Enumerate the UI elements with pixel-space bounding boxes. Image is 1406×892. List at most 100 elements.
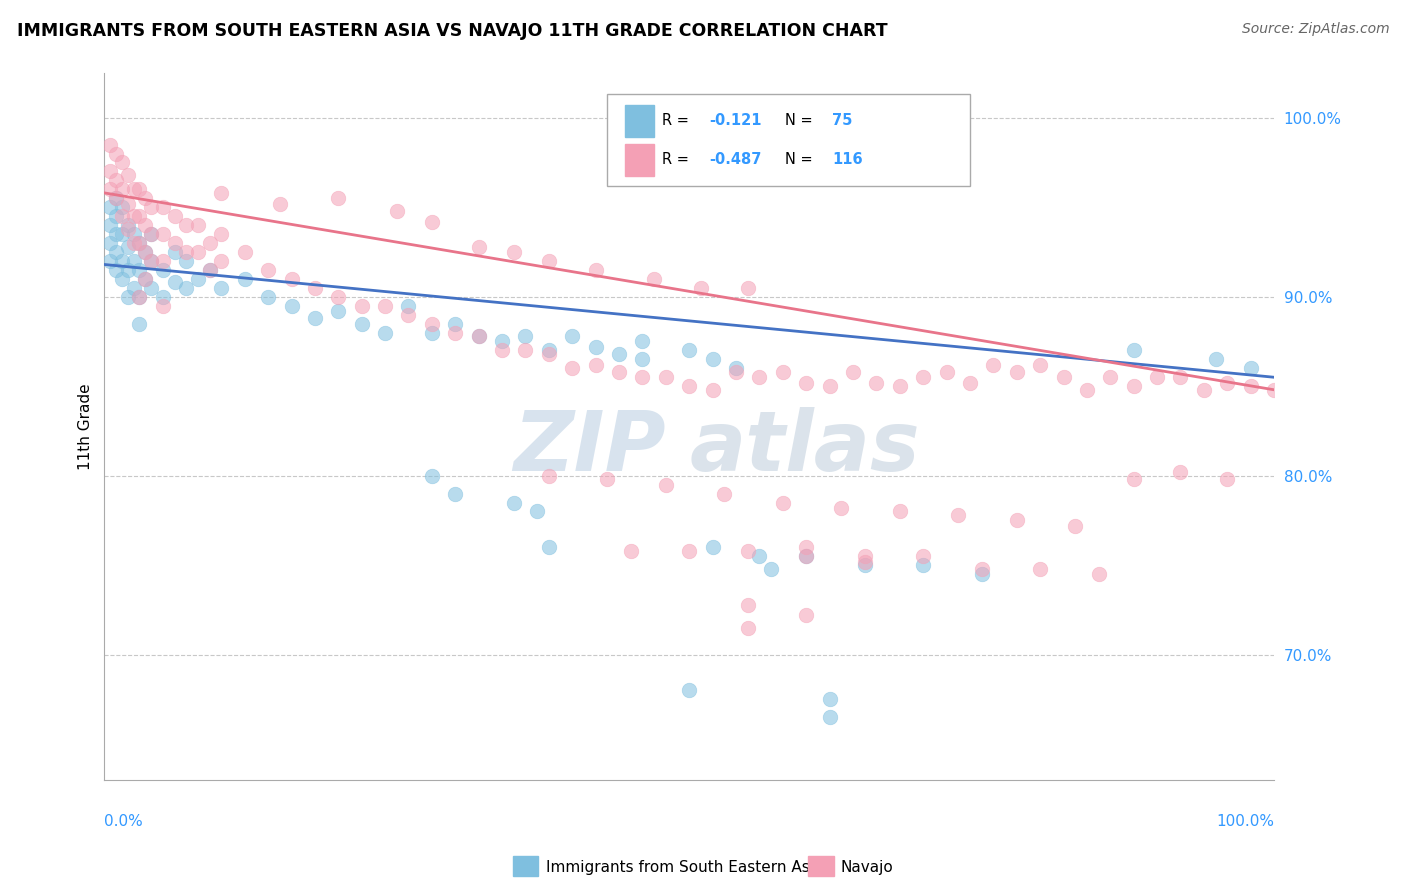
- Text: IMMIGRANTS FROM SOUTH EASTERN ASIA VS NAVAJO 11TH GRADE CORRELATION CHART: IMMIGRANTS FROM SOUTH EASTERN ASIA VS NA…: [17, 22, 887, 40]
- Point: [607, 365, 630, 379]
- Point: [187, 218, 209, 232]
- Point: [1122, 472, 1144, 486]
- Point: [1170, 465, 1192, 479]
- Point: [111, 209, 134, 223]
- Point: [163, 276, 186, 290]
- FancyBboxPatch shape: [624, 144, 654, 176]
- Point: [117, 168, 139, 182]
- Point: [128, 290, 150, 304]
- FancyBboxPatch shape: [624, 105, 654, 136]
- Point: [515, 343, 537, 358]
- Point: [128, 263, 150, 277]
- Point: [128, 209, 150, 223]
- Point: [117, 290, 139, 304]
- Point: [912, 549, 935, 564]
- Point: [607, 347, 630, 361]
- Point: [117, 239, 139, 253]
- Point: [1099, 370, 1122, 384]
- Point: [398, 299, 420, 313]
- Point: [1029, 358, 1052, 372]
- Point: [772, 365, 794, 379]
- Point: [105, 191, 128, 205]
- Point: [515, 329, 537, 343]
- Point: [713, 486, 735, 500]
- Point: [420, 326, 443, 340]
- Point: [98, 164, 121, 178]
- Point: [105, 227, 128, 241]
- Point: [328, 290, 350, 304]
- Point: [134, 191, 156, 205]
- Point: [198, 235, 221, 250]
- Point: [444, 317, 467, 331]
- Point: [1087, 567, 1109, 582]
- Point: [122, 254, 145, 268]
- Point: [98, 218, 121, 232]
- Point: [678, 683, 700, 698]
- Point: [233, 244, 256, 259]
- Point: [111, 182, 134, 196]
- Point: [561, 361, 583, 376]
- Point: [853, 555, 876, 569]
- Point: [128, 290, 150, 304]
- Point: [759, 562, 782, 576]
- Point: [198, 263, 221, 277]
- Point: [328, 304, 350, 318]
- Point: [328, 191, 350, 205]
- Point: [152, 200, 174, 214]
- Point: [502, 495, 524, 509]
- Point: [1005, 513, 1028, 527]
- Point: [117, 263, 139, 277]
- Point: [935, 365, 957, 379]
- Point: [678, 379, 700, 393]
- Point: [280, 272, 302, 286]
- Point: [1146, 370, 1168, 384]
- Point: [105, 191, 128, 205]
- Text: Navajo: Navajo: [841, 861, 894, 875]
- Point: [163, 235, 186, 250]
- Point: [1005, 365, 1028, 379]
- Point: [141, 200, 163, 214]
- Text: 75: 75: [832, 113, 852, 128]
- Point: [537, 343, 560, 358]
- Point: [467, 239, 489, 253]
- Text: -0.121: -0.121: [709, 113, 762, 128]
- Point: [818, 692, 841, 706]
- Point: [794, 549, 817, 564]
- Point: [865, 376, 887, 390]
- Point: [98, 200, 121, 214]
- Point: [537, 254, 560, 268]
- Point: [596, 472, 619, 486]
- Point: [304, 311, 326, 326]
- Point: [737, 621, 759, 635]
- Text: 0.0%: 0.0%: [104, 814, 143, 829]
- Point: [1216, 376, 1239, 390]
- Text: -0.487: -0.487: [709, 153, 762, 168]
- Point: [631, 370, 654, 384]
- Point: [374, 326, 396, 340]
- Point: [526, 504, 548, 518]
- Point: [537, 468, 560, 483]
- Point: [491, 334, 513, 349]
- Point: [1205, 352, 1227, 367]
- Point: [420, 214, 443, 228]
- Point: [889, 379, 911, 393]
- Point: [1122, 379, 1144, 393]
- Point: [830, 500, 852, 515]
- Point: [420, 317, 443, 331]
- Point: [122, 235, 145, 250]
- Point: [105, 244, 128, 259]
- Point: [152, 263, 174, 277]
- Point: [98, 137, 121, 152]
- FancyBboxPatch shape: [607, 95, 970, 186]
- Point: [631, 352, 654, 367]
- Point: [643, 272, 665, 286]
- Text: R =: R =: [662, 113, 693, 128]
- Text: 100.0%: 100.0%: [1216, 814, 1274, 829]
- Point: [152, 290, 174, 304]
- Point: [174, 281, 197, 295]
- Point: [128, 235, 150, 250]
- Point: [269, 196, 291, 211]
- Point: [105, 146, 128, 161]
- Text: R =: R =: [662, 153, 693, 168]
- Point: [174, 244, 197, 259]
